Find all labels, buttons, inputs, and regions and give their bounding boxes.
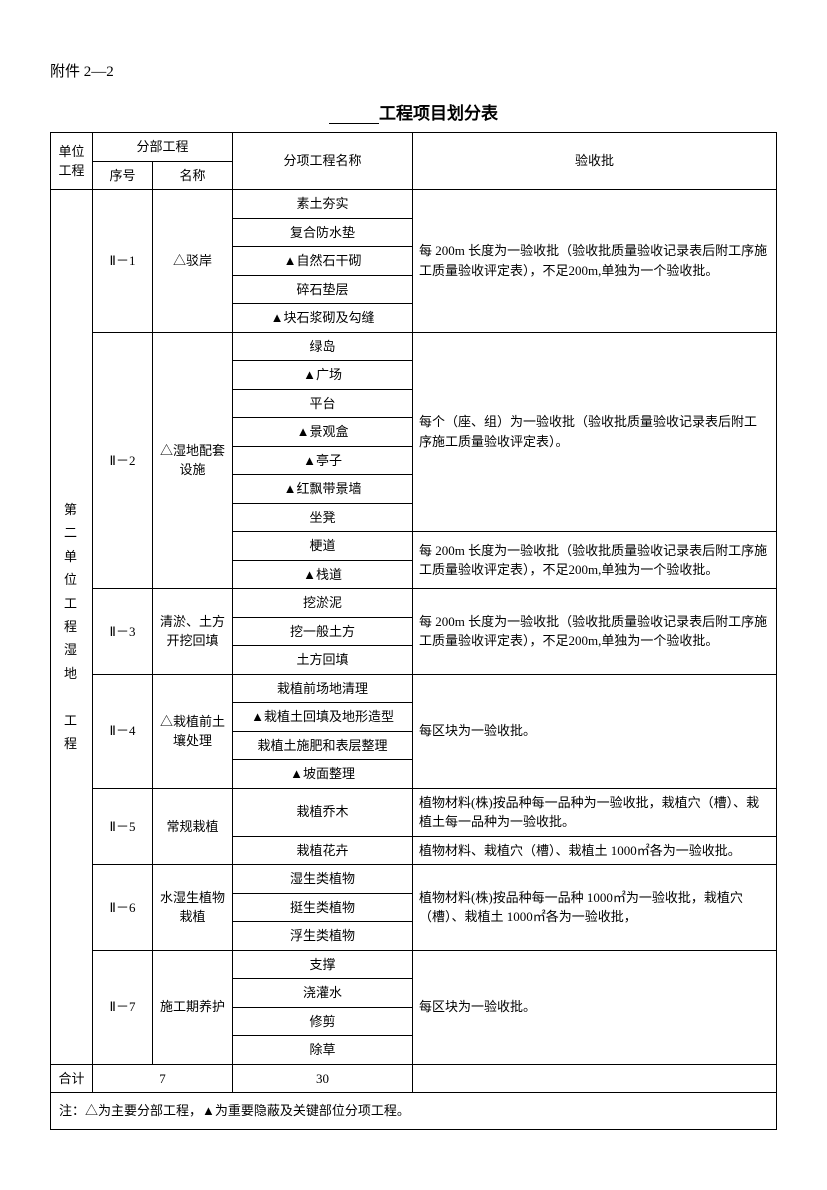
accept-cell: 每 200m 长度为一验收批（验收批质量验收记录表后附工序施工质量验收评定表），…: [413, 190, 777, 333]
section-seq: Ⅱ－6: [93, 865, 153, 951]
section-name: 施工期养护: [153, 950, 233, 1064]
section-seq: Ⅱ－5: [93, 788, 153, 865]
item-cell: 挖一般土方: [233, 617, 413, 646]
item-cell: 土方回填: [233, 646, 413, 675]
header-accept: 验收批: [413, 133, 777, 190]
accept-cell: 植物材料、栽植穴（槽）、栽植土 1000㎡各为一验收批。: [413, 836, 777, 865]
section-name: △驳岸: [153, 190, 233, 333]
item-cell: 平台: [233, 389, 413, 418]
item-cell: 除草: [233, 1036, 413, 1065]
item-cell: 梗道: [233, 532, 413, 561]
section-seq: Ⅱ－1: [93, 190, 153, 333]
accept-cell: 每 200m 长度为一验收批（验收批质量验收记录表后附工序施工质量验收评定表），…: [413, 532, 777, 589]
item-cell: 栽植花卉: [233, 836, 413, 865]
item-cell: 栽植前场地清理: [233, 674, 413, 703]
attachment-label: 附件 2—2: [50, 60, 777, 81]
item-cell: 素土夯实: [233, 190, 413, 219]
header-seq: 序号: [93, 161, 153, 190]
accept-cell: 植物材料(株)按品种每一品种为一验收批，栽植穴（槽）、栽植土每一品种为一验收批。: [413, 788, 777, 836]
item-cell: 坐凳: [233, 503, 413, 532]
item-cell: 浮生类植物: [233, 922, 413, 951]
item-cell: 挺生类植物: [233, 893, 413, 922]
item-cell: 栽植土施肥和表层整理: [233, 731, 413, 760]
header-unit: 单位工程: [51, 133, 93, 190]
division-table: 单位工程分部工程分项工程名称验收批 序号名称第二单位工程湿地 工程Ⅱ－1△驳岸素土…: [50, 132, 777, 1130]
section-name: △湿地配套设施: [153, 332, 233, 589]
item-cell: 支撑: [233, 950, 413, 979]
item-cell: 复合防水垫: [233, 218, 413, 247]
item-cell: ▲栈道: [233, 560, 413, 589]
item-cell: ▲栽植土回填及地形造型: [233, 703, 413, 732]
accept-cell: 每区块为一验收批。: [413, 950, 777, 1064]
item-cell: ▲亭子: [233, 446, 413, 475]
section-seq: Ⅱ－3: [93, 589, 153, 675]
accept-cell: 每区块为一验收批。: [413, 674, 777, 788]
item-cell: 挖淤泥: [233, 589, 413, 618]
section-seq: Ⅱ－4: [93, 674, 153, 788]
total-accept: [413, 1064, 777, 1093]
item-cell: 栽植乔木: [233, 788, 413, 836]
total-label: 合计: [51, 1064, 93, 1093]
header-name: 名称: [153, 161, 233, 190]
accept-cell: 植物材料(株)按品种每一品种 1000㎡为一验收批，栽植穴（槽）、栽植土 100…: [413, 865, 777, 951]
note-cell: 注：△为主要分部工程，▲为重要隐蔽及关键部位分项工程。: [51, 1093, 777, 1130]
page-title: 工程项目划分表: [50, 99, 777, 124]
section-name: 水湿生植物栽植: [153, 865, 233, 951]
total-items: 30: [233, 1064, 413, 1093]
item-cell: ▲块石浆砌及勾缝: [233, 304, 413, 333]
unit-name-cell: 第二单位工程湿地 工程: [51, 190, 93, 1065]
total-sections: 7: [93, 1064, 233, 1093]
item-cell: 浇灌水: [233, 979, 413, 1008]
item-cell: ▲自然石干砌: [233, 247, 413, 276]
item-cell: 碎石垫层: [233, 275, 413, 304]
section-name: 清淤、土方开挖回填: [153, 589, 233, 675]
section-seq: Ⅱ－2: [93, 332, 153, 589]
section-name: △栽植前土壤处理: [153, 674, 233, 788]
item-cell: ▲红飘带景墙: [233, 475, 413, 504]
section-seq: Ⅱ－7: [93, 950, 153, 1064]
item-cell: 修剪: [233, 1007, 413, 1036]
accept-cell: 每个（座、组）为一验收批（验收批质量验收记录表后附工序施工质量验收评定表）。: [413, 332, 777, 532]
item-cell: 绿岛: [233, 332, 413, 361]
item-cell: ▲坡面整理: [233, 760, 413, 789]
accept-cell: 每 200m 长度为一验收批（验收批质量验收记录表后附工序施工质量验收评定表），…: [413, 589, 777, 675]
section-name: 常规栽植: [153, 788, 233, 865]
header-item: 分项工程名称: [233, 133, 413, 190]
item-cell: 湿生类植物: [233, 865, 413, 894]
title-blank: [329, 105, 379, 124]
item-cell: ▲广场: [233, 361, 413, 390]
item-cell: ▲景观盒: [233, 418, 413, 447]
header-section: 分部工程: [93, 133, 233, 162]
title-text: 工程项目划分表: [379, 104, 498, 123]
